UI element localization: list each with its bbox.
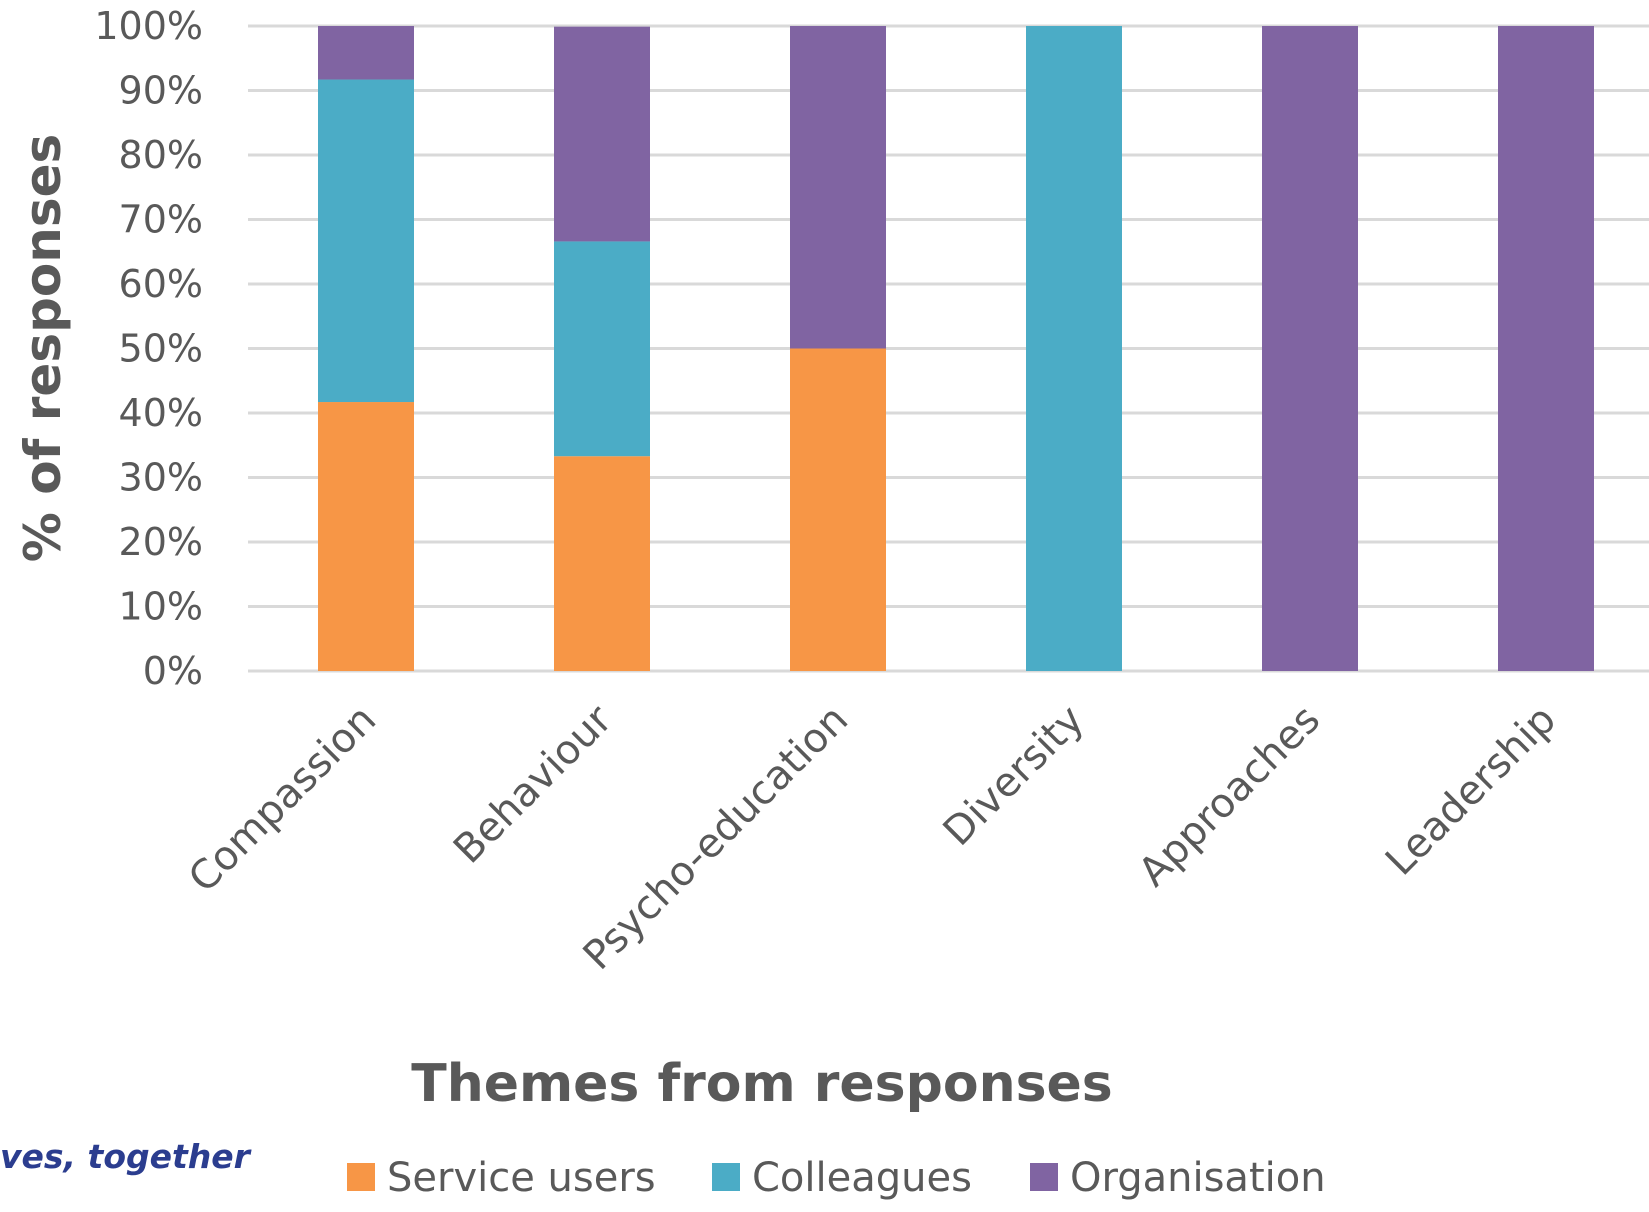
- bar-segment-colleagues: [318, 79, 414, 403]
- bar-segment-service-users: [790, 348, 886, 671]
- footer-tagline: ves, together: [0, 1137, 252, 1176]
- gridlines: [248, 24, 1649, 673]
- legend-swatch: [712, 1163, 740, 1191]
- bar-segment-organisation: [1262, 26, 1358, 671]
- y-tick-label: 90%: [119, 69, 203, 113]
- y-axis-title: % of responses: [14, 134, 72, 563]
- legend-swatch: [347, 1163, 375, 1191]
- x-category-label: Diversity: [935, 697, 1093, 855]
- x-category-label: Leadership: [1377, 697, 1565, 885]
- bar-segment-organisation: [554, 26, 650, 242]
- legend-label: Service users: [387, 1155, 656, 1201]
- x-axis-title: Themes from responses: [411, 1054, 1113, 1114]
- y-tick-label: 30%: [119, 456, 203, 500]
- bar-segment-colleagues: [1026, 26, 1122, 671]
- y-tick-label: 50%: [119, 327, 203, 371]
- y-tick-label: 80%: [119, 133, 203, 177]
- legend-label: Colleagues: [752, 1155, 972, 1201]
- y-tick-label: 10%: [119, 585, 203, 629]
- bar-segment-colleagues: [554, 241, 650, 457]
- bar-segment-organisation: [318, 26, 414, 80]
- y-tick-labels: 0% 10% 20% 30% 40% 50% 60% 70% 80% 90% 100%: [94, 4, 203, 693]
- y-tick-label: 0%: [143, 649, 203, 693]
- x-category-label: Compassion: [180, 697, 385, 902]
- y-tick-label: 70%: [119, 198, 203, 242]
- y-tick-label: 20%: [119, 520, 203, 564]
- bar-segment-service-users: [318, 402, 414, 671]
- legend-swatch: [1030, 1163, 1058, 1191]
- legend-label: Organisation: [1070, 1155, 1326, 1201]
- x-category-label: Psycho-education: [575, 697, 857, 979]
- bars: [318, 26, 1594, 671]
- y-tick-label: 100%: [94, 4, 203, 48]
- x-category-label: Approaches: [1130, 697, 1329, 896]
- y-tick-label: 40%: [119, 391, 203, 435]
- bar-segment-organisation: [1498, 26, 1594, 671]
- legend: Service users Colleagues Organisation: [347, 1155, 1326, 1201]
- bar-segment-service-users: [554, 456, 650, 671]
- x-category-label: Behaviour: [445, 696, 621, 872]
- y-tick-label: 60%: [119, 262, 203, 306]
- bar-segment-organisation: [790, 26, 886, 349]
